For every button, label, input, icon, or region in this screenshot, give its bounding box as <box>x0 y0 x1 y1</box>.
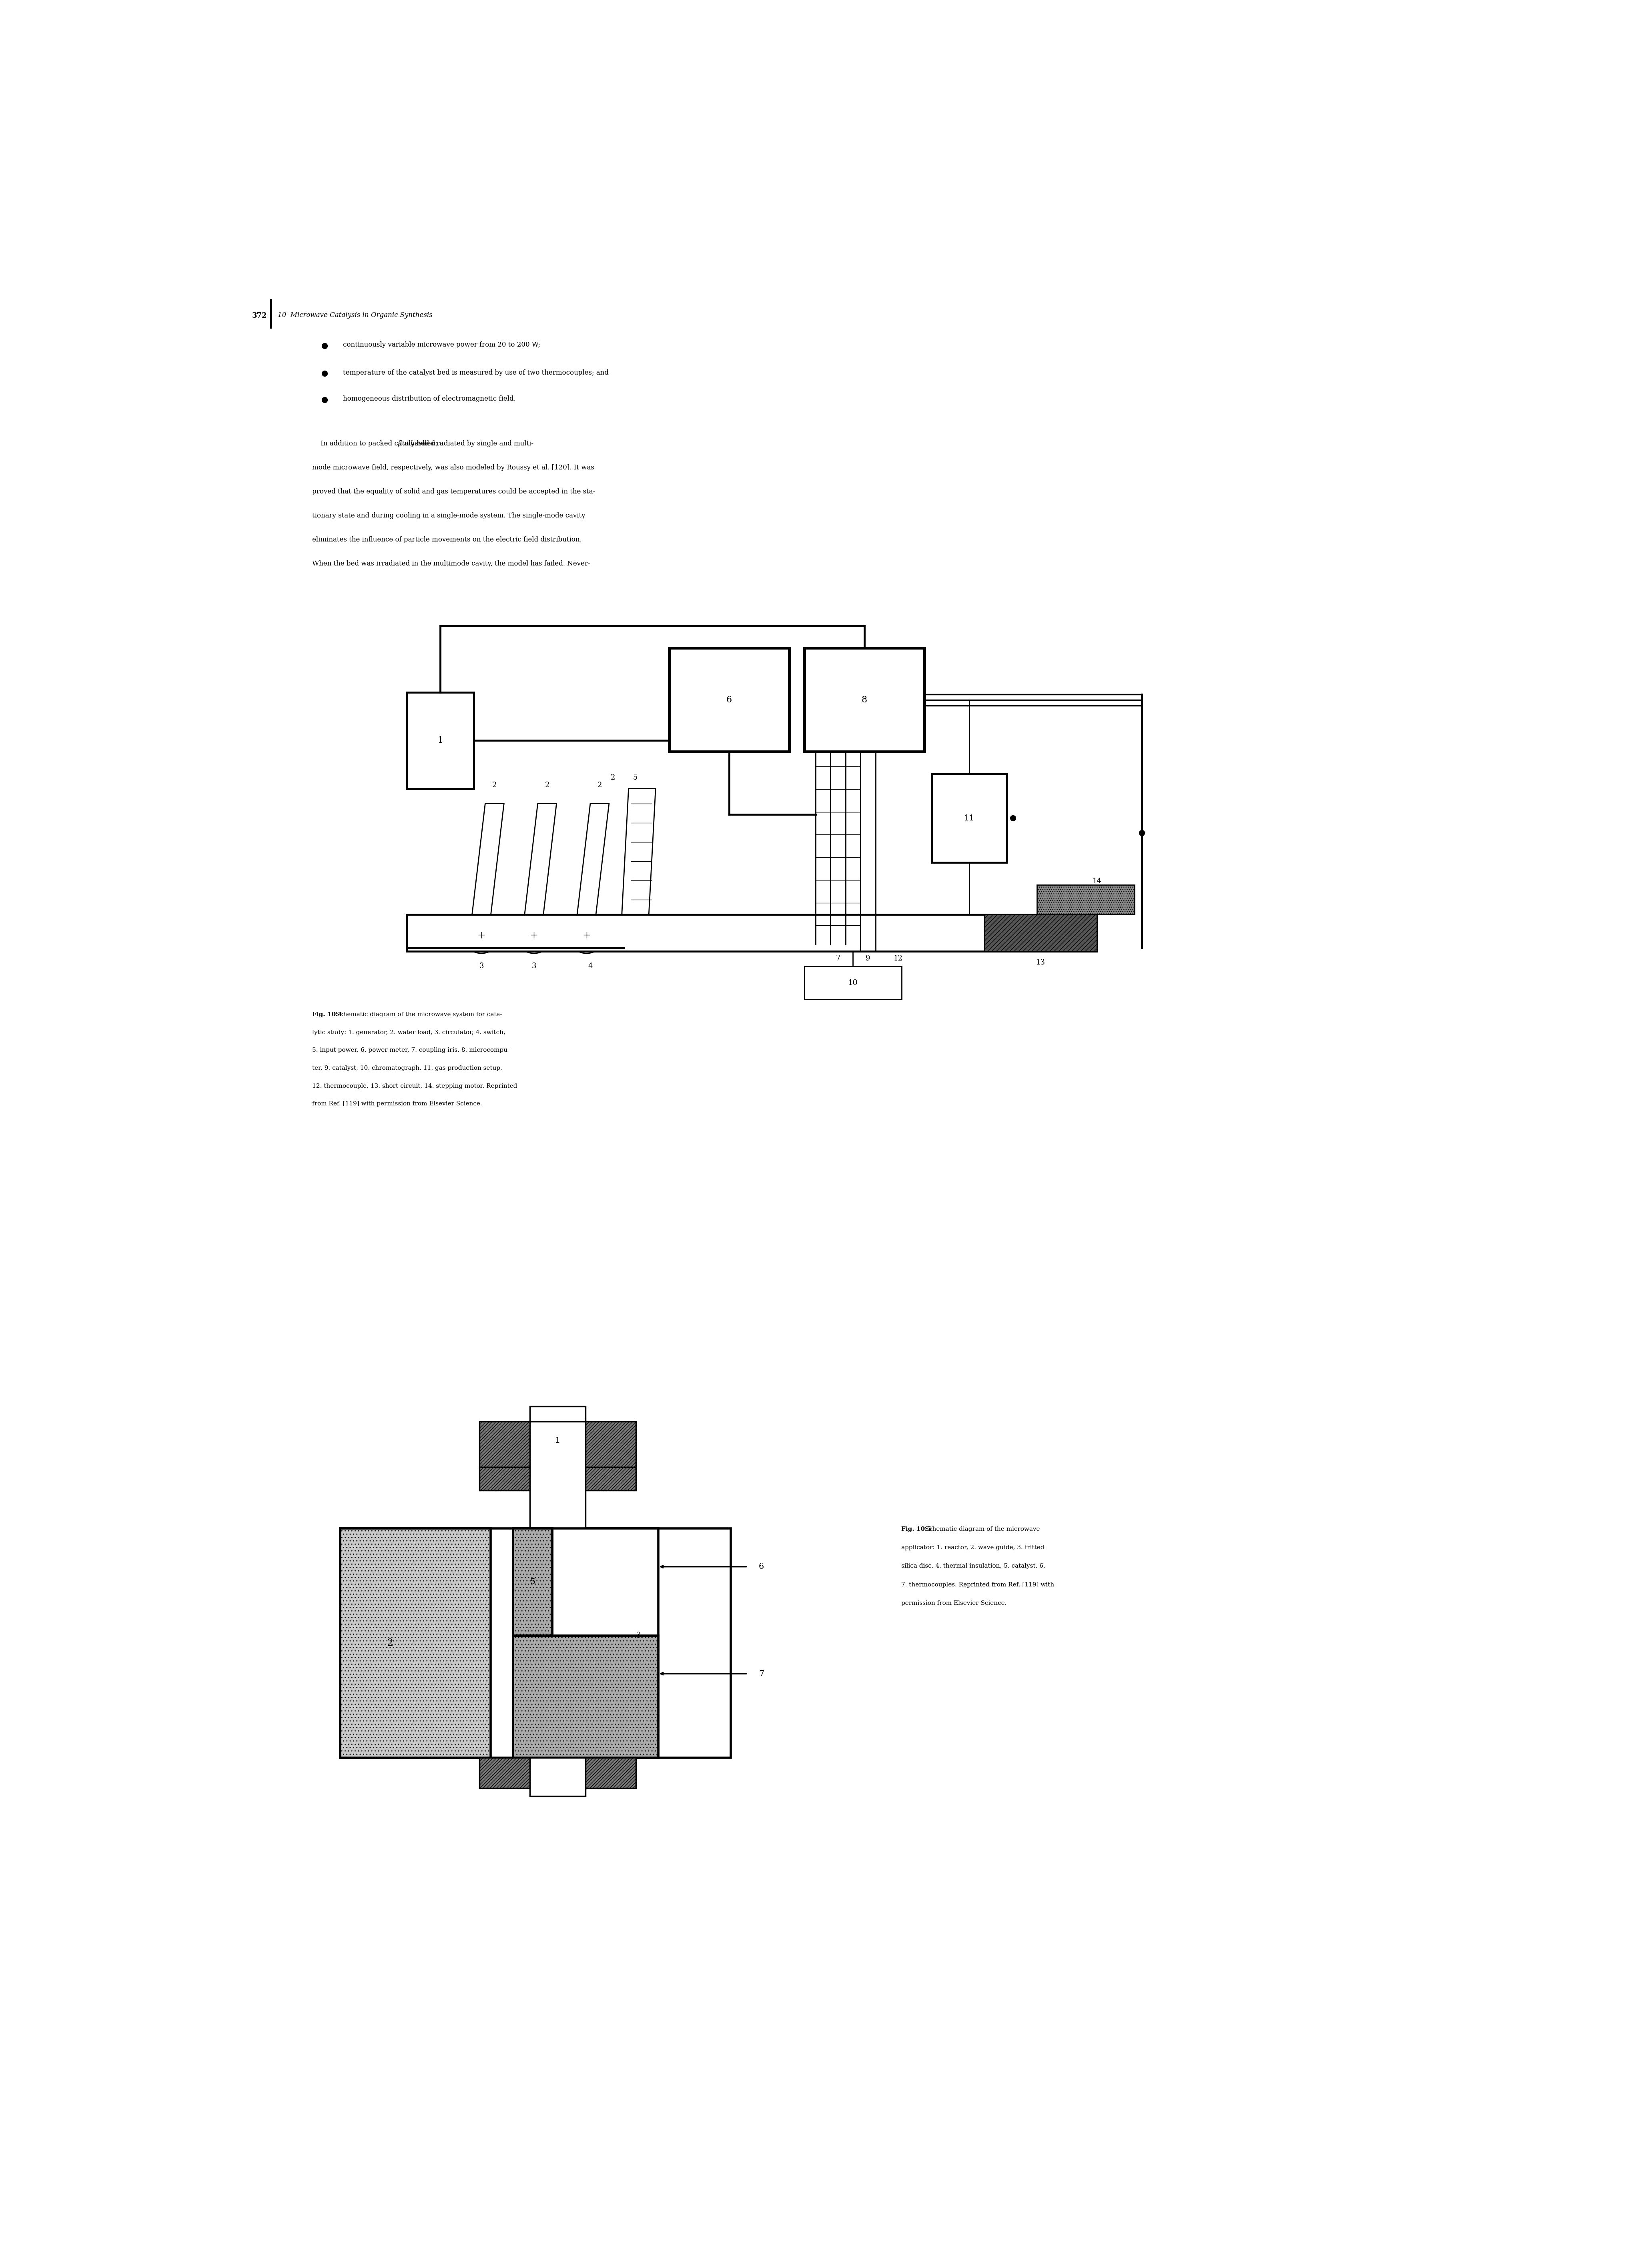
Text: proved that the equality of solid and gas temperatures could be accepted in the : proved that the equality of solid and ga… <box>313 488 596 494</box>
Text: 2: 2 <box>597 782 602 789</box>
Bar <box>529 1758 586 1796</box>
Text: applicator: 1. reactor, 2. wave guide, 3. fritted: applicator: 1. reactor, 2. wave guide, 3… <box>902 1545 1045 1551</box>
Bar <box>529 1406 586 1422</box>
Text: 5: 5 <box>531 1579 536 1585</box>
Bar <box>340 1529 731 1758</box>
Bar <box>931 773 1006 862</box>
Text: from Ref. [119] with permission from Elsevier Science.: from Ref. [119] with permission from Els… <box>313 1102 482 1107</box>
Bar <box>480 1422 552 1467</box>
Text: 6: 6 <box>726 696 733 705</box>
Text: homogeneous distribution of electromagnetic field.: homogeneous distribution of electromagne… <box>344 395 516 401</box>
Text: ter, 9. catalyst, 10. chromatograph, 11. gas production setup,: ter, 9. catalyst, 10. chromatograph, 11.… <box>313 1066 501 1070</box>
Text: 6: 6 <box>759 1563 764 1569</box>
Bar <box>513 1635 658 1758</box>
Bar <box>985 914 1097 950</box>
Bar <box>513 1529 552 1758</box>
Text: 7: 7 <box>759 1669 764 1678</box>
Text: mode microwave field, respectively, was also modeled by Roussy et al. [120]. It : mode microwave field, respectively, was … <box>313 465 594 472</box>
Bar <box>563 1422 637 1467</box>
Bar <box>804 649 925 751</box>
Text: eliminates the influence of particle movements on the electric field distributio: eliminates the influence of particle mov… <box>313 535 581 542</box>
Bar <box>563 1758 637 1789</box>
Bar <box>480 1758 552 1789</box>
Text: 13: 13 <box>1035 959 1045 966</box>
Bar <box>563 1467 637 1490</box>
Text: Schematic diagram of the microwave system for cata-: Schematic diagram of the microwave syste… <box>329 1012 501 1018</box>
Text: 12: 12 <box>894 955 902 962</box>
Text: 372: 372 <box>252 313 267 320</box>
Bar <box>529 1422 586 1529</box>
Text: Schematic diagram of the microwave: Schematic diagram of the microwave <box>918 1526 1040 1531</box>
Text: bed irradiated by single and multi-: bed irradiated by single and multi- <box>415 440 534 447</box>
Text: temperature of the catalyst bed is measured by use of two thermocouples; and: temperature of the catalyst bed is measu… <box>344 370 609 376</box>
Text: 2: 2 <box>492 782 497 789</box>
Text: 2: 2 <box>387 1637 394 1649</box>
Bar <box>1037 885 1135 914</box>
Text: Fig. 10.4: Fig. 10.4 <box>313 1012 342 1018</box>
Text: 3: 3 <box>637 1631 641 1640</box>
Text: 4: 4 <box>588 962 593 971</box>
Bar <box>480 1467 552 1490</box>
Bar <box>407 692 474 789</box>
Text: 9: 9 <box>866 955 871 962</box>
Text: continuously variable microwave power from 20 to 200 W;: continuously variable microwave power fr… <box>344 342 540 349</box>
Text: 12. thermocouple, 13. short-circuit, 14. stepping motor. Reprinted: 12. thermocouple, 13. short-circuit, 14.… <box>313 1084 518 1089</box>
Text: 14: 14 <box>1092 878 1102 885</box>
Bar <box>669 649 790 751</box>
Text: Fig. 10.5: Fig. 10.5 <box>902 1526 931 1531</box>
Bar <box>804 966 902 1000</box>
Text: fluidized: fluidized <box>397 440 427 447</box>
Text: When the bed was irradiated in the multimode cavity, the model has failed. Never: When the bed was irradiated in the multi… <box>313 560 589 567</box>
Bar <box>513 1529 552 1635</box>
Text: 11: 11 <box>964 814 975 821</box>
Text: 5. input power, 6. power meter, 7. coupling iris, 8. microcompu-: 5. input power, 6. power meter, 7. coupl… <box>313 1048 510 1052</box>
Text: permission from Elsevier Science.: permission from Elsevier Science. <box>902 1601 1006 1606</box>
Text: 10: 10 <box>848 980 858 987</box>
Text: 1: 1 <box>438 737 443 744</box>
Bar <box>340 1529 490 1758</box>
Text: 10  Microwave Catalysis in Organic Synthesis: 10 Microwave Catalysis in Organic Synthe… <box>278 311 433 318</box>
Text: 2: 2 <box>610 773 615 780</box>
Text: 7. thermocouples. Reprinted from Ref. [119] with: 7. thermocouples. Reprinted from Ref. [1… <box>902 1581 1055 1588</box>
Text: 3: 3 <box>479 962 484 971</box>
Text: 7: 7 <box>835 955 840 962</box>
Bar <box>552 1529 658 1758</box>
Text: 2: 2 <box>545 782 549 789</box>
Text: silica disc, 4. thermal insulation, 5. catalyst, 6,: silica disc, 4. thermal insulation, 5. c… <box>902 1563 1045 1569</box>
Text: 8: 8 <box>861 696 868 705</box>
Text: 1: 1 <box>555 1438 560 1445</box>
Text: 5: 5 <box>633 773 638 780</box>
Bar <box>407 914 1097 950</box>
Text: tionary state and during cooling in a single-mode system. The single-mode cavity: tionary state and during cooling in a si… <box>313 513 584 519</box>
Text: In addition to packed catalyst bed, a: In addition to packed catalyst bed, a <box>313 440 446 447</box>
Text: lytic study: 1. generator, 2. water load, 3. circulator, 4. switch,: lytic study: 1. generator, 2. water load… <box>313 1030 505 1034</box>
Text: 3: 3 <box>532 962 536 971</box>
